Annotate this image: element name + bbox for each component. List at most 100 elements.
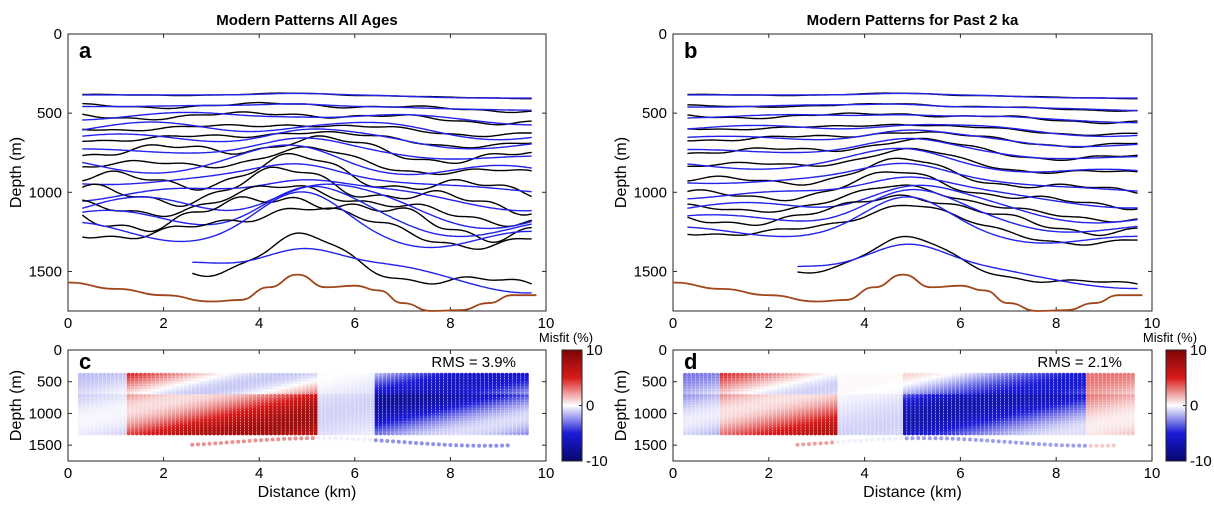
misfit-point — [398, 431, 403, 436]
x-tick-label: 8 — [1052, 315, 1060, 332]
misfit-point — [992, 431, 997, 436]
misfit-point — [772, 431, 777, 436]
misfit-point — [841, 431, 846, 436]
modeled-horizon-line — [82, 111, 532, 126]
misfit-point — [512, 431, 517, 436]
y-tick-label: 0 — [659, 342, 667, 359]
misfit-point — [82, 431, 87, 436]
misfit-point — [354, 431, 359, 436]
x-tick-label: 6 — [956, 315, 964, 332]
misfit-point — [305, 431, 310, 436]
x-tick-label: 2 — [765, 465, 773, 482]
misfit-point — [711, 431, 716, 436]
modeled-horizon-line — [687, 103, 1138, 112]
misfit-point — [171, 431, 176, 436]
misfit-point — [825, 431, 830, 436]
misfit-point — [358, 431, 363, 436]
misfit-point — [350, 436, 355, 441]
misfit-point — [408, 440, 413, 445]
misfit-point — [118, 431, 123, 436]
misfit-point — [247, 438, 252, 443]
misfit-point — [500, 443, 505, 448]
misfit-point — [780, 431, 785, 436]
misfit-point — [898, 431, 903, 436]
y-tick-label: 500 — [37, 105, 62, 122]
misfit-point — [1016, 431, 1021, 436]
basement-line — [67, 273, 537, 312]
misfit-point — [183, 431, 188, 436]
misfit-point — [910, 431, 915, 436]
y-tick-label: 1000 — [29, 405, 62, 422]
misfit-point — [232, 431, 237, 436]
misfit-point — [1045, 431, 1050, 436]
misfit-point — [955, 431, 960, 436]
misfit-point — [1000, 431, 1005, 436]
misfit-point — [760, 431, 765, 436]
misfit-point — [455, 431, 460, 436]
x-tick-label: 0 — [669, 315, 677, 332]
modeled-horizon-line — [687, 129, 1138, 148]
misfit-point — [796, 431, 801, 436]
misfit-point — [329, 431, 334, 436]
modeled-horizon-line — [797, 243, 1138, 290]
misfit-point — [423, 431, 428, 436]
x-tick-label: 10 — [538, 465, 555, 482]
misfit-point — [1033, 431, 1038, 436]
misfit-point — [134, 431, 139, 436]
y-tick-label: 0 — [54, 26, 62, 43]
misfit-point — [285, 431, 290, 436]
misfit-point — [1008, 431, 1013, 436]
misfit-point — [731, 431, 736, 436]
misfit-point — [494, 443, 499, 448]
observed-horizon-line — [82, 166, 532, 216]
misfit-point — [333, 436, 338, 441]
misfit-point — [268, 431, 273, 436]
misfit-point — [703, 431, 708, 436]
misfit-point — [309, 431, 314, 436]
misfit-point — [419, 431, 424, 436]
misfit-point — [853, 431, 858, 436]
x-tick-label: 2 — [765, 315, 773, 332]
misfit-point — [159, 431, 164, 436]
misfit-point — [817, 431, 822, 436]
misfit-point — [967, 431, 972, 436]
misfit-point — [459, 443, 464, 448]
misfit-point — [179, 431, 184, 436]
y-tick-label: 1500 — [634, 437, 667, 454]
y-tick-label: 1500 — [634, 263, 667, 280]
misfit-point — [252, 431, 257, 436]
misfit-point — [935, 431, 940, 436]
misfit-point — [77, 431, 82, 436]
x-tick-label: 8 — [1052, 465, 1060, 482]
misfit-point — [505, 443, 510, 448]
misfit-point — [516, 431, 521, 436]
misfit-point — [752, 431, 757, 436]
modeled-horizon-line — [82, 92, 532, 99]
misfit-point — [346, 431, 351, 436]
misfit-point — [882, 431, 887, 436]
misfit-point — [809, 431, 814, 436]
x-tick-label: 2 — [159, 315, 167, 332]
misfit-point — [687, 431, 692, 436]
misfit-point — [114, 431, 119, 436]
misfit-point — [443, 431, 448, 436]
misfit-point — [407, 431, 412, 436]
x-axis-label: Distance (km) — [863, 484, 962, 501]
y-axis-label: Depth (m) — [613, 370, 630, 441]
misfit-point — [264, 437, 269, 442]
misfit-point — [322, 436, 327, 441]
misfit-point — [270, 437, 275, 442]
misfit-point — [1029, 431, 1034, 436]
misfit-point — [436, 442, 441, 447]
misfit-point — [878, 431, 883, 436]
misfit-point — [996, 431, 1001, 436]
misfit-point — [784, 431, 789, 436]
misfit-point — [391, 439, 396, 444]
misfit-point — [1041, 431, 1046, 436]
modeled-horizon-line — [192, 247, 532, 294]
misfit-point — [155, 431, 160, 436]
misfit-point — [218, 440, 223, 445]
misfit-point — [317, 431, 322, 436]
modeled-horizon-line — [687, 196, 1138, 244]
